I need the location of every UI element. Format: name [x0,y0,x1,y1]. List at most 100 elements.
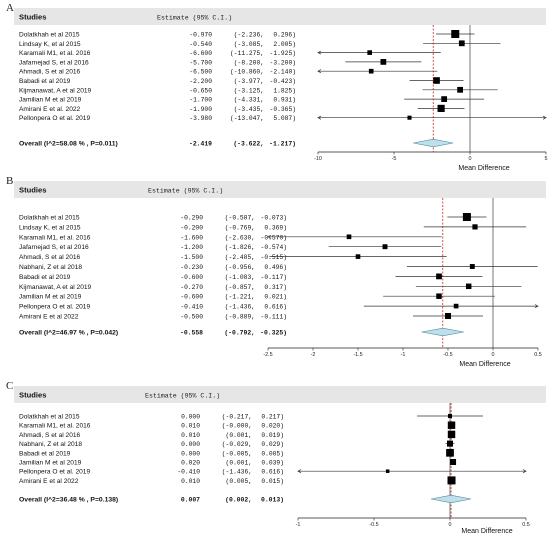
study-ci-lower: (-1.436, [222,469,252,476]
study-estimate: -0.290 [180,215,203,222]
study-row: Lindsay K, et al 2015 -0.540 (-3.085, 2.005… [19,40,501,48]
study-weight-square [447,476,456,485]
x-tick-label: 0 [469,156,472,162]
study-estimate: -6.600 [189,50,212,57]
forest-panel-c: C Studies Estimate (95% C.I.) Dolatkhah et … [6,380,546,535]
study-ci-upper: 2.005) [273,41,296,48]
panel-label: C [6,380,13,392]
study-weight-square [444,312,452,320]
study-name: Karamali M1, et al. 2016 [19,423,91,430]
study-name: Dolatkhah et al 2015 [19,32,80,39]
study-row: Kijmanawat, A et al 2019 -0.650 (-3.125, 1.… [19,86,498,94]
study-ci-lower: (-3.435, [234,106,264,113]
overall-estimate: 0.007 [181,497,200,504]
study-name: Pellonpera O et al. 2019 [19,469,90,476]
x-tick-label: -1 [401,352,406,358]
study-ci-lower: (-0.889, [225,314,255,321]
x-tick-label: -0.5 [369,522,378,528]
study-estimate: -0.410 [177,469,200,476]
study-ci-upper: 0.015) [261,478,284,485]
study-weight-square [433,77,440,84]
ci-truncation-arrow [267,234,272,239]
ci-truncation-arrow [317,50,322,55]
study-weight-square [450,458,457,466]
overall-row: Overall (I^2=46.97 % , P=0.042) -0.558 (-0… [19,327,464,337]
study-estimate: 0.010 [181,423,200,430]
study-ci-upper: 0.020) [261,423,284,430]
study-ci-upper: 1.825) [273,87,296,94]
study-ci-upper: 0.021) [264,294,287,301]
study-estimate: -0.600 [180,294,203,301]
study-ci-upper: 0.317) [264,284,287,291]
overall-label: Overall (I^2=36.48 % , P=0.138) [19,496,118,504]
study-name: Ahmadi, S et al 2016 [19,254,81,261]
study-estimate: -0.200 [180,224,203,231]
study-weight-square [446,448,454,457]
x-axis-label: Mean Difference [461,528,512,535]
overall-row: Overall (I^2=58.08 % , P=0.011) -2.419 (-3… [19,138,454,148]
study-estimate: 0.000 [181,414,200,421]
header-studies: Studies [19,391,46,400]
study-row: Kijmanawat, A et al 2019 -0.270 (-0.857, 0.… [19,283,522,291]
study-row: Nabhani, Z et al 2018 -0.230 (-0.956, 0.496… [19,264,538,271]
study-name: Karamali M1, et al. 2016 [19,234,91,241]
study-ci-lower: (-1.436, [225,304,255,311]
study-estimate: 0.010 [181,432,200,439]
x-tick-label: -1 [296,522,301,528]
overall-estimate: -0.558 [180,330,203,337]
study-estimate: -1.500 [180,254,203,261]
study-estimate: -3.980 [189,115,212,122]
study-ci-lower: (-4.331, [234,97,264,104]
x-tick-label: 0 [449,522,452,528]
study-name: Amirani E et al. 2022 [19,106,81,113]
study-row: Jafarnejad S, et al 2016 -5.700 (-8.200, -3… [19,59,422,66]
x-tick-label: 0.5 [534,352,542,358]
study-estimate: -1.900 [189,106,212,113]
ci-truncation-arrow [534,304,539,309]
study-ci-upper: -0.515) [261,254,287,261]
study-name: Babadi et al 2019 [19,274,71,281]
study-row: Amirani E et al 2022 0.010 (0.005, 0.015) [19,476,456,485]
study-name: Kijmanawat, A et al 2019 [19,87,92,94]
study-ci-upper: 0.496) [264,264,287,271]
study-name: Jamilian M et al 2019 [19,294,82,301]
study-row: Ahmadi, S et al 2016 0.010 (0.001, 0.019) [19,430,456,439]
study-name: Pellonpera O et al. 2019 [19,115,90,122]
study-estimate: -0.270 [180,284,203,291]
study-weight-square [436,273,442,280]
study-weight-square [453,303,459,309]
study-estimate: 0.000 [181,450,200,457]
study-row: Amirani E et al 2022 -0.500 (-0.889, -0.111… [19,312,484,321]
study-name: Lindsay K, et al 2015 [19,224,81,231]
study-name: Dolatkhah et al 2015 [19,414,80,421]
study-ci-upper: 5.087) [273,115,296,122]
study-ci-upper: 0.616) [261,469,284,476]
overall-diamond [431,494,472,504]
study-estimate: -0.650 [189,87,212,94]
study-ci-upper: 0.019) [261,432,284,439]
study-ci-lower: (-3.125, [234,87,264,94]
study-name: Jafarnejad S, et al 2016 [19,244,89,251]
study-ci-lower: (-0.857, [225,284,255,291]
study-name: Karamali M1, et al. 2016 [19,50,91,57]
study-ci-lower: (-13.047, [230,115,264,122]
x-tick-label: -2 [311,352,316,358]
study-name: Pellonpera O et al. 2019 [19,304,90,311]
header-studies: Studies [19,186,46,195]
overall-row: Overall (I^2=36.48 % , P=0.138) 0.007 (0.0… [19,494,472,504]
study-ci-upper: -0.423) [270,78,296,85]
study-name: Ahmadi, S et al 2016 [19,69,81,76]
study-ci-lower: (-0.000, [222,423,252,430]
study-ci-upper: -0.117) [261,274,287,281]
study-name: Nabhani, Z et al 2018 [19,441,82,448]
ci-truncation-arrow [317,115,322,120]
study-row: Jamilian M et al 2019 -0.600 (-1.221, 0.021… [19,293,495,301]
study-weight-square [446,440,454,447]
study-weight-square [465,283,472,290]
study-estimate: 0.020 [181,460,200,467]
study-row: Babadi et al 2019 0.000 (-0.005, 0.005) [19,448,454,457]
study-row: Ahmadi, S et al 2016 -1.500 (-2.485, -0.515… [19,254,447,261]
panel-label: A [6,2,14,14]
study-estimate: -0.600 [180,274,203,281]
